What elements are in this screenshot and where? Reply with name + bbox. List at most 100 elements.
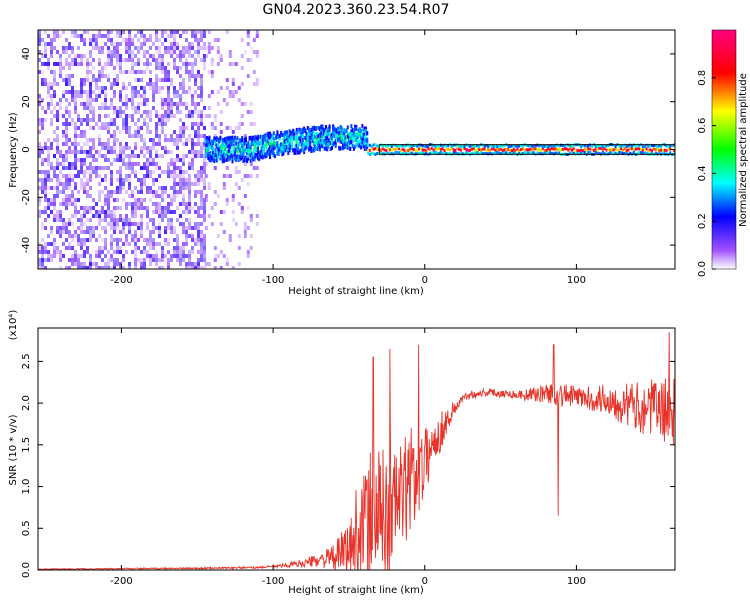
spectrogram-cell <box>188 62 191 66</box>
spectrogram-cell <box>89 186 92 190</box>
spectrogram-cell <box>299 130 302 135</box>
spectrogram-cell <box>478 145 481 148</box>
spectrogram-cell <box>158 242 161 246</box>
spectrogram-cell <box>119 30 122 34</box>
spectrogram-cell <box>188 262 191 266</box>
spectrogram-cell <box>365 128 367 133</box>
colorbar-tick-label: 0.4 <box>697 165 708 181</box>
spectrogram-cell <box>355 126 358 131</box>
spectrogram-cell <box>167 218 170 222</box>
y-tick-label: 2.5 <box>21 353 32 369</box>
spectrogram-cell <box>59 66 62 70</box>
spectrogram-cell <box>77 94 80 98</box>
spectrogram-cell <box>197 46 200 50</box>
spectrogram-cell <box>47 202 50 206</box>
spectrogram-cell <box>167 202 170 206</box>
spectrogram-cell <box>95 202 98 206</box>
spectrogram-cell <box>325 136 327 141</box>
spectrogram-cell <box>56 210 59 214</box>
spectrogram-cell <box>219 151 222 156</box>
spectrogram-cell <box>41 246 44 250</box>
spectrogram-cell <box>116 78 119 82</box>
spectrogram-cell <box>182 194 185 198</box>
spectrogram-cell <box>185 254 188 258</box>
spectrogram-cell <box>398 147 401 151</box>
spectrogram-cell <box>452 150 455 154</box>
spectrogram-cell <box>68 234 71 238</box>
spectrogram-cell <box>155 82 158 86</box>
spectrogram-cell <box>261 153 264 158</box>
spectrogram-cell <box>204 154 207 159</box>
spectrogram-cell <box>173 38 176 42</box>
spectrogram-cell <box>219 222 223 226</box>
spectrogram-cell <box>191 126 194 130</box>
spectrogram-cell <box>56 162 59 166</box>
spectrogram-cell <box>80 238 83 242</box>
spectrogram-cell <box>83 238 86 242</box>
spectrogram-cell <box>110 222 113 226</box>
spectrogram-cell <box>603 147 606 150</box>
spectrogram-cell <box>449 148 451 152</box>
spectrogram-cell <box>92 78 95 82</box>
spectrogram-cell <box>267 141 270 146</box>
spectrogram-cell <box>543 149 546 153</box>
spectrogram-cell <box>65 78 68 82</box>
spectrogram-cell <box>263 151 266 155</box>
spectrogram-cell <box>74 262 77 266</box>
spectrogram-cell <box>128 126 131 130</box>
y-tick-label: 1.5 <box>21 437 32 453</box>
spectrogram-cell <box>152 210 155 214</box>
spectrogram-cell <box>372 143 375 147</box>
spectrogram-cell <box>454 150 457 154</box>
spectrogram-cell <box>167 94 170 98</box>
spectrogram-cell <box>125 206 128 210</box>
spectrogram-cell <box>640 151 643 155</box>
spectrogram-cell <box>235 147 238 152</box>
spectrogram-cell <box>146 150 149 154</box>
spectrogram-cell <box>276 130 279 135</box>
spectrogram-cell <box>125 242 128 246</box>
spectrogram-cell <box>521 147 524 151</box>
spectrogram-cell <box>215 154 218 158</box>
spectrogram-cell <box>98 94 101 98</box>
spectrogram-cell <box>89 154 92 158</box>
spectrogram-cell <box>44 170 47 174</box>
spectrogram-cell <box>158 266 161 269</box>
spectrogram-cell <box>242 151 245 156</box>
spectrogram-cell <box>203 182 206 186</box>
spectrogram-cell <box>65 150 68 154</box>
spectrogram-cell <box>167 258 170 262</box>
spectrogram-cell <box>92 170 95 174</box>
spectrogram-cell <box>170 258 173 262</box>
spectrogram-cell <box>134 106 137 110</box>
spectrogram-cell <box>250 152 253 157</box>
spectrogram-cell <box>107 222 110 226</box>
spectrogram-cell <box>101 226 104 230</box>
spectrogram-cell <box>128 70 131 74</box>
spectrogram-cell <box>248 145 251 150</box>
spectrogram-cell <box>80 82 83 86</box>
spectrogram-cell <box>173 170 176 174</box>
spectrogram-cell <box>571 144 573 148</box>
spectrogram-cell <box>71 246 74 250</box>
spectrogram-cell <box>137 238 140 242</box>
spectrogram-cell <box>625 145 628 149</box>
spectrogram-cell <box>68 82 71 86</box>
spectrogram-cell <box>38 186 41 190</box>
spectrogram-cell <box>209 142 212 146</box>
spectrogram-cell <box>62 94 65 98</box>
spectrogram-cell <box>128 242 131 246</box>
spectrogram-cell <box>638 144 641 148</box>
spectrogram-cell <box>269 141 272 145</box>
spectrogram-cell <box>146 98 149 102</box>
spectrogram-cell <box>325 142 327 147</box>
spectrogram-cell <box>179 254 182 258</box>
spectrogram-cell <box>438 151 441 155</box>
spectrogram-cell <box>89 54 92 58</box>
spectrogram-cell <box>409 151 411 155</box>
spectrogram-cell <box>638 147 641 151</box>
spectrogram-cell <box>173 138 176 142</box>
spectrogram-cell <box>200 118 203 122</box>
spectrogram-cell <box>44 42 47 46</box>
